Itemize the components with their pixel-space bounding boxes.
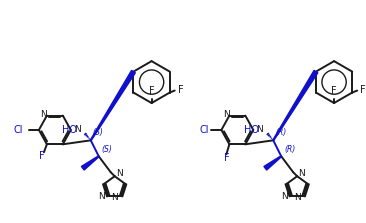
Text: (S): (S): [102, 145, 113, 154]
Polygon shape: [264, 156, 281, 170]
Text: N: N: [281, 192, 288, 200]
Polygon shape: [81, 156, 99, 170]
Text: (R): (R): [284, 145, 295, 154]
Text: N: N: [74, 126, 81, 134]
Text: N: N: [116, 169, 123, 178]
Text: N: N: [256, 126, 263, 134]
Polygon shape: [273, 70, 318, 140]
Text: F: F: [360, 85, 366, 95]
Text: F: F: [331, 86, 337, 96]
Text: N: N: [41, 110, 47, 119]
Text: N: N: [111, 193, 118, 202]
Text: N: N: [98, 192, 105, 200]
Text: HO: HO: [244, 125, 259, 135]
Text: HO: HO: [62, 125, 77, 135]
Text: (R): (R): [275, 128, 287, 137]
Text: F: F: [224, 153, 229, 163]
Text: (S): (S): [93, 128, 104, 137]
Text: F: F: [39, 151, 45, 161]
Text: Cl: Cl: [14, 125, 23, 135]
Text: F: F: [149, 86, 154, 96]
Text: F: F: [178, 85, 183, 95]
Text: N: N: [223, 110, 230, 119]
Text: Cl: Cl: [200, 125, 209, 135]
Text: N: N: [294, 193, 300, 202]
Polygon shape: [90, 70, 135, 140]
Text: N: N: [298, 169, 305, 178]
